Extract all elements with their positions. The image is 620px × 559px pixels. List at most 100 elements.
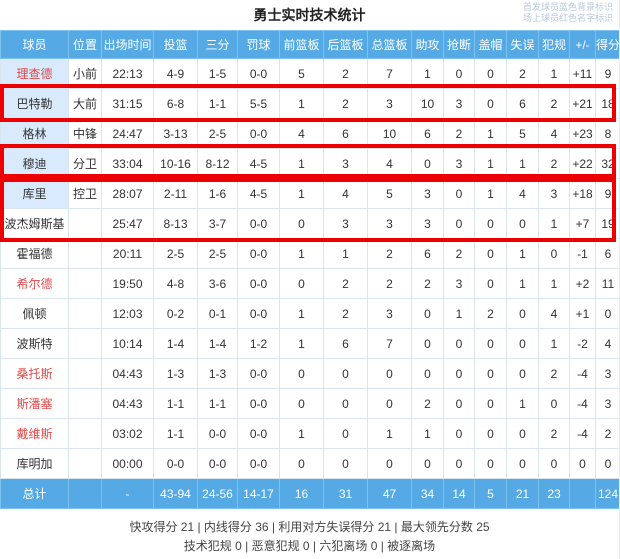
stats-table: 球员 位置 出场时间 投篮 三分 罚球 前篮板 后篮板 总篮板 助攻 抢断 盖帽 失误 犯规 +/- 得分 理… xyxy=(0,30,619,509)
total-stat-cell: 21 xyxy=(506,478,539,509)
stat-cell: 3-7 xyxy=(197,208,238,239)
stat-cell: 18 xyxy=(595,88,619,119)
stat-cell: 0-1 xyxy=(197,298,238,329)
player-name: 波杰姆斯基 xyxy=(0,208,69,239)
stat-cell: 3 xyxy=(323,148,368,179)
stat-cell: 10-16 xyxy=(153,148,198,179)
column-header: 位置 xyxy=(68,30,102,59)
stat-cell: 28:07 xyxy=(101,178,154,209)
stat-cell: 4 xyxy=(279,118,324,149)
stat-cell: 2 xyxy=(323,58,368,89)
stat-cell: +21 xyxy=(569,88,596,119)
legend: 首发球员蓝色背景标识 场上球员红色名字标识 xyxy=(523,2,613,24)
total-stat-cell: 5 xyxy=(474,478,507,509)
stat-cell: 0 xyxy=(323,418,368,449)
stat-cell: 12:03 xyxy=(101,298,154,329)
stat-cell: 2 xyxy=(538,358,570,389)
stat-cell: 7 xyxy=(367,58,412,89)
stat-cell: +11 xyxy=(569,58,596,89)
stat-cell: 4 xyxy=(506,178,539,209)
stat-cell: 2-5 xyxy=(197,238,238,269)
column-header: 盖帽 xyxy=(474,30,507,59)
total-stat-cell: 14-17 xyxy=(237,478,280,509)
stat-cell: 0 xyxy=(367,448,412,479)
stat-cell: 0-2 xyxy=(153,298,198,329)
stat-cell: 0 xyxy=(279,358,324,389)
stat-cell: -4 xyxy=(569,388,596,419)
stat-cell: 0 xyxy=(506,298,539,329)
stat-cell: 1 xyxy=(474,118,507,149)
stat-cell: 1-3 xyxy=(197,358,238,389)
stat-cell: 22:13 xyxy=(101,58,154,89)
column-header: 失误 xyxy=(506,30,539,59)
stat-cell: 1 xyxy=(279,298,324,329)
stat-cell: 3 xyxy=(367,208,412,239)
stat-cell: 4-5 xyxy=(237,178,280,209)
stat-cell: 0-0 xyxy=(237,418,280,449)
stat-cell: 3 xyxy=(367,88,412,119)
player-row: 穆迪 分卫 33:04 10-16 8-12 4-5 1 3 4 0 3 1 1 2 +22 32 xyxy=(0,148,619,179)
total-stat-cell: 23 xyxy=(538,478,570,509)
stat-cell: 3 xyxy=(411,178,444,209)
stat-cell: 2 xyxy=(323,298,368,329)
stat-cell: 0 xyxy=(474,268,507,299)
stat-cell: 0 xyxy=(323,388,368,419)
stat-cell: 00:00 xyxy=(101,448,154,479)
stat-cell: +1 xyxy=(569,298,596,329)
stat-cell: 24:47 xyxy=(101,118,154,149)
stat-cell: 0 xyxy=(411,298,444,329)
stat-cell: 4 xyxy=(595,328,619,359)
stat-cell: 1-3 xyxy=(153,358,198,389)
column-header: 三分 xyxy=(197,30,238,59)
stat-cell: 2-5 xyxy=(153,238,198,269)
stat-cell: 4 xyxy=(323,178,368,209)
stat-cell: 0 xyxy=(411,148,444,179)
stat-cell: 0 xyxy=(595,298,619,329)
stat-cell: 0-0 xyxy=(237,388,280,419)
stat-cell: 2 xyxy=(411,268,444,299)
stat-cell: 8 xyxy=(595,118,619,149)
stat-cell: 3-6 xyxy=(197,268,238,299)
stat-cell: 04:43 xyxy=(101,388,154,419)
stat-cell: 6 xyxy=(411,238,444,269)
stat-cell xyxy=(68,268,102,299)
stat-cell: -4 xyxy=(569,358,596,389)
stat-cell: 0-0 xyxy=(153,448,198,479)
stat-cell: 0 xyxy=(474,328,507,359)
stat-cell: 0 xyxy=(443,358,475,389)
stat-cell: 1 xyxy=(367,418,412,449)
stat-cell: 2 xyxy=(538,148,570,179)
stat-cell: 1-4 xyxy=(153,328,198,359)
column-header: 助攻 xyxy=(411,30,444,59)
player-row: 波杰姆斯基 25:47 8-13 3-7 0-0 0 3 3 3 0 0 0 1 +7 19 xyxy=(0,208,619,239)
stat-cell: 0 xyxy=(474,208,507,239)
stat-cell: 1 xyxy=(506,268,539,299)
stat-cell: 5 xyxy=(279,58,324,89)
stat-cell: 0 xyxy=(474,358,507,389)
stat-cell: 控卫 xyxy=(68,178,102,209)
stat-cell: 0-0 xyxy=(197,448,238,479)
stat-cell: 10 xyxy=(411,88,444,119)
column-header: 后篮板 xyxy=(323,30,368,59)
stat-cell: 0 xyxy=(367,388,412,419)
stat-cell: 0 xyxy=(443,178,475,209)
stat-cell: 6 xyxy=(323,328,368,359)
column-header: 球员 xyxy=(0,30,69,59)
stat-cell: 6 xyxy=(506,88,539,119)
total-row: 总计 -43-94 24-56 14-17 16 31 47 34 14 5 21 23 124 xyxy=(0,478,619,509)
stat-cell: 0 xyxy=(474,418,507,449)
stat-cell: 2 xyxy=(506,58,539,89)
stat-cell: 0-0 xyxy=(237,298,280,329)
stat-cell: 0 xyxy=(279,448,324,479)
stat-cell: 2 xyxy=(367,268,412,299)
stat-cell: 0 xyxy=(443,208,475,239)
stat-cell: 1-2 xyxy=(237,328,280,359)
stat-cell: 0-0 xyxy=(237,118,280,149)
total-stat-cell: 124 xyxy=(595,478,619,509)
footer-team-stats: 快攻得分 21 | 内线得分 36 | 利用对方失误得分 21 | 最大领先分数… xyxy=(129,520,490,534)
stat-cell: 2 xyxy=(595,418,619,449)
stat-cell: 2 xyxy=(367,238,412,269)
total-stat-cell xyxy=(68,478,102,509)
player-row: 斯潘塞 04:43 1-1 1-1 0-0 0 0 0 2 0 0 1 0 -4 3 xyxy=(0,388,619,419)
player-name: 库明加 xyxy=(0,448,69,479)
